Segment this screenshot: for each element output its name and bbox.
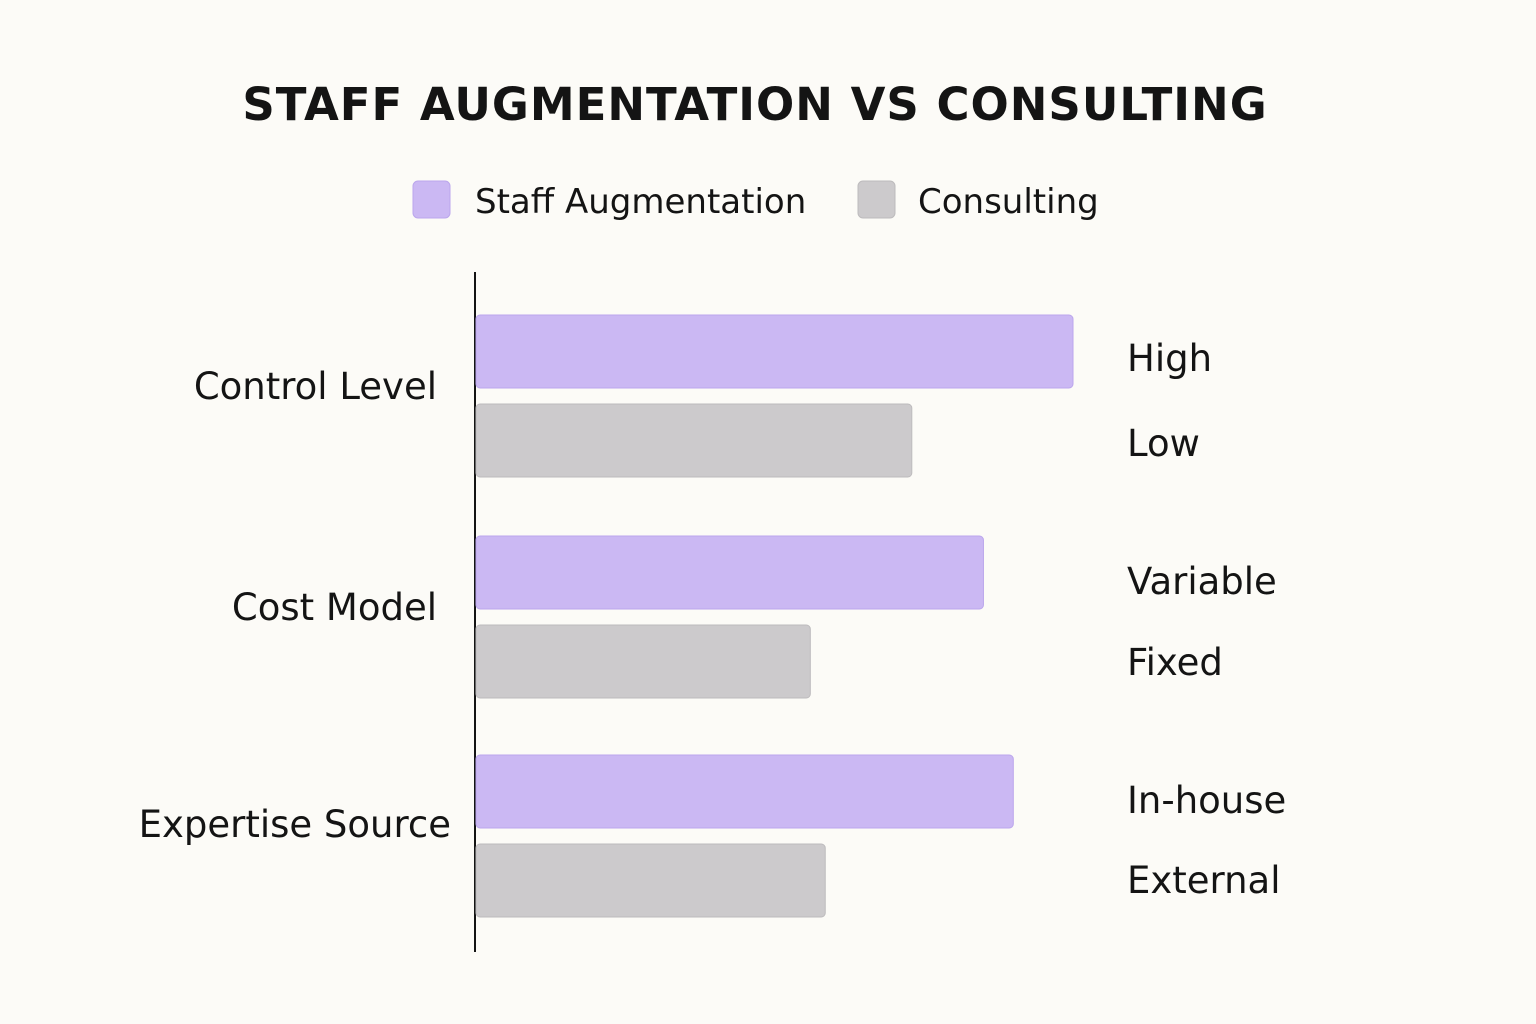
- legend-swatch-consulting: [857, 180, 896, 219]
- category-label-cost-model: Cost Model: [232, 586, 437, 629]
- bars: [475, 314, 1074, 918]
- category-labels: Control Level Cost Model Expertise Sourc…: [139, 365, 451, 846]
- data-labels: High Low Variable Fixed In-house Externa…: [1127, 337, 1286, 902]
- category-label-control-level: Control Level: [194, 365, 437, 408]
- data-label-control-level-consulting: Low: [1127, 422, 1200, 465]
- chart-title: STAFF AUGMENTATION VS CONSULTING: [242, 78, 1267, 131]
- bar-control-level-consulting: [475, 403, 913, 478]
- legend: Staff Augmentation Consulting: [412, 180, 1099, 222]
- category-label-expertise-source: Expertise Source: [139, 803, 451, 846]
- bar-control-level-staff-augmentation: [475, 314, 1074, 389]
- bar-cost-model-consulting: [475, 624, 811, 699]
- legend-swatch-staff-augmentation: [412, 180, 451, 219]
- bar-expertise-source-staff-augmentation: [475, 754, 1014, 829]
- data-label-cost-model-consulting: Fixed: [1127, 641, 1223, 684]
- data-label-cost-model-staff-augmentation: Variable: [1127, 560, 1277, 603]
- legend-label-staff-augmentation: Staff Augmentation: [475, 182, 806, 222]
- bar-cost-model-staff-augmentation: [475, 535, 984, 610]
- data-label-expertise-source-consulting: External: [1127, 859, 1281, 902]
- data-label-expertise-source-staff-augmentation: In-house: [1127, 779, 1286, 822]
- legend-label-consulting: Consulting: [918, 182, 1099, 222]
- data-label-control-level-staff-augmentation: High: [1127, 337, 1212, 380]
- bar-expertise-source-consulting: [475, 843, 826, 918]
